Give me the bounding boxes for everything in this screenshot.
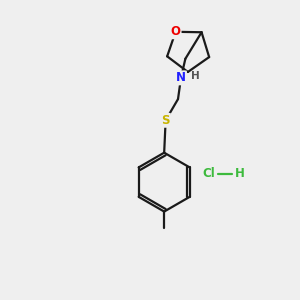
Text: H: H: [191, 71, 200, 81]
Text: O: O: [171, 25, 181, 38]
Text: H: H: [235, 167, 245, 180]
Text: S: S: [161, 114, 170, 127]
Text: N: N: [176, 71, 186, 84]
Text: Cl: Cl: [202, 167, 215, 180]
